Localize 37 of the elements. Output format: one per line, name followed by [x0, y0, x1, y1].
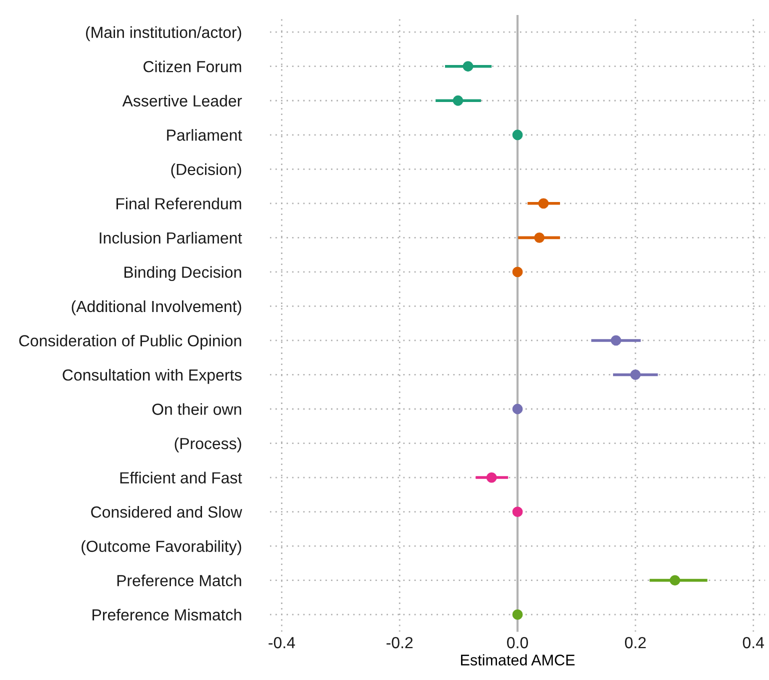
point	[452, 95, 464, 106]
y-tick-label: Citizen Forum	[144, 60, 242, 72]
x-tick-label: -0.2	[386, 637, 413, 648]
y-tick-label: Assertive Leader	[122, 94, 242, 107]
y-tick-label: Parliament	[167, 129, 242, 141]
point	[630, 370, 641, 380]
y-tick-label: Efficient and Fast	[120, 472, 242, 484]
y-tick-label: Binding Decision	[124, 266, 242, 282]
point	[512, 266, 523, 278]
point	[512, 609, 523, 620]
point	[610, 335, 622, 346]
y-tick-label: On their own	[152, 403, 242, 415]
y-tick-label: (Additional Involvement)	[72, 300, 242, 316]
point	[512, 404, 523, 414]
y-tick-label: Preference Mismatch	[92, 608, 242, 621]
x-tick-label: -0.4	[268, 637, 296, 648]
point	[512, 506, 523, 518]
y-tick-label: Preference Match	[117, 574, 242, 586]
y-tick-label: Final Referendum	[116, 198, 242, 210]
point	[670, 575, 680, 586]
y-tick-label: Considered and Slow	[91, 506, 242, 518]
x-tick-label: 0.0	[507, 637, 528, 648]
x-axis-title: Estimated AMCE	[461, 654, 575, 666]
y-tick-label: (Main institution/actor)	[86, 26, 242, 42]
y-tick-label: (Process)	[174, 437, 242, 452]
x-tick-label: 0.4	[742, 637, 764, 648]
point	[486, 472, 497, 483]
point	[534, 232, 545, 243]
x-tick-label: 0.2	[624, 637, 646, 648]
y-tick-label: (Decision)	[171, 163, 242, 178]
y-tick-label: Consideration of Public Opinion	[19, 334, 242, 350]
point	[512, 130, 523, 140]
y-tick-label: Inclusion Parliament	[100, 232, 242, 244]
point	[462, 61, 474, 72]
y-tick-label: (Outcome Favorability)	[82, 540, 242, 556]
y-tick-label: Consultation with Experts	[62, 368, 242, 384]
point	[538, 198, 549, 209]
